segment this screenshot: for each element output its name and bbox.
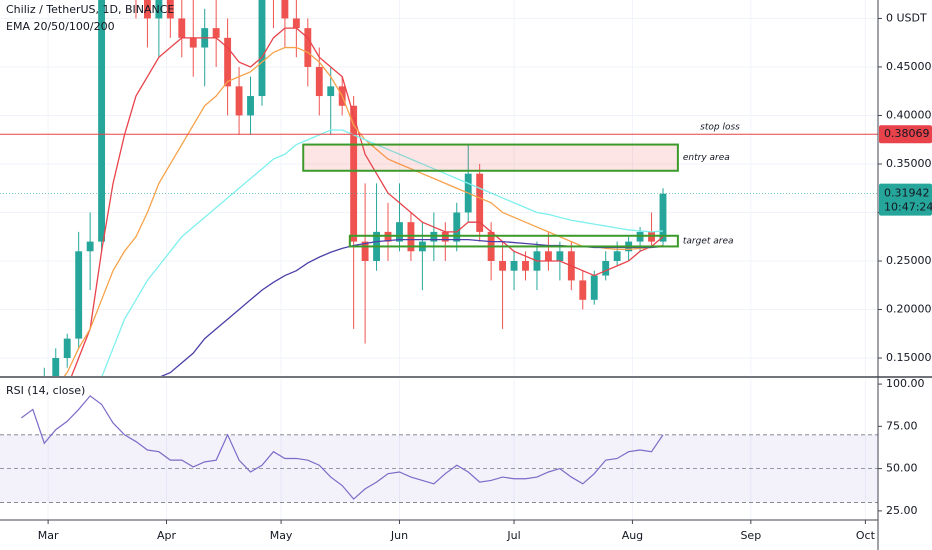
rsi-pane [0, 379, 878, 520]
y-tick-label: 0 USDT [886, 11, 927, 24]
ema-line [70, 27, 664, 376]
candle-body [544, 251, 552, 261]
candle-body [613, 251, 621, 261]
candle-body [247, 96, 254, 116]
candle-body [556, 251, 564, 261]
candle-body [453, 212, 461, 242]
last-price: 0.31942 [884, 187, 930, 200]
stop-loss-label: stop loss [700, 123, 740, 133]
candle-body [235, 86, 243, 116]
axes: Mar Apr May Jun Jul Aug Sep Oct 0.15000 0.20000 0.… [38, 11, 932, 542]
y-tick-label: 50.00 [886, 462, 918, 475]
x-tick-label: Jun [390, 529, 408, 542]
candle-body [350, 105, 358, 242]
candle-body [304, 28, 312, 67]
y-tick-label: 100.00 [886, 377, 925, 390]
indicator-legend: EMA 20/50/100/200 [6, 20, 115, 33]
y-tick-label: 0.40000 [886, 108, 932, 121]
y-tick-label: 0.25000 [886, 254, 932, 267]
zone [348, 234, 679, 248]
candle-body [224, 37, 232, 87]
stop-loss-price: 0.38069 [884, 127, 930, 140]
candle-body [166, 0, 174, 19]
x-tick-label: Aug [622, 529, 643, 542]
y-tick-label: 25.00 [886, 504, 918, 517]
rsi-line [21, 395, 664, 500]
candle-body [63, 338, 71, 359]
candle-body [143, 0, 151, 19]
y-tick-label: 0.15000 [886, 351, 932, 364]
candle-body [75, 251, 83, 339]
x-tick-label: May [270, 529, 293, 542]
candle-body [98, 0, 106, 242]
last-price-tag [879, 183, 932, 216]
x-tick-label: Apr [157, 529, 177, 542]
candle-body [86, 241, 94, 252]
candle-body [590, 275, 598, 300]
candle-body [258, 0, 266, 97]
y-tick-label: 0.35000 [886, 157, 932, 170]
candle-body [361, 241, 369, 261]
zone [302, 143, 679, 172]
candle-body [499, 260, 507, 271]
y-tick-label: 0.45000 [886, 60, 932, 73]
candle-body [52, 358, 60, 376]
ema-line [101, 129, 664, 376]
rsi-legend: RSI (14, close) [6, 384, 85, 397]
y-tick-label: 75.00 [886, 419, 918, 432]
symbol-title: Chiliz / TetherUS, 1D, BINANCE [6, 3, 174, 16]
candle-body [281, 0, 289, 19]
x-tick-label: Oct [856, 529, 876, 542]
candle-body [522, 260, 529, 271]
x-tick-label: Jul [506, 529, 520, 542]
candle-body [292, 18, 300, 29]
price-pane: entry area target area stop loss [0, 0, 878, 376]
candle-body [579, 280, 587, 300]
candle-body [476, 173, 484, 232]
candle-body [396, 222, 403, 242]
candle-body [602, 260, 610, 276]
candle-body [155, 0, 163, 19]
candle-body [510, 260, 518, 271]
candle-body [212, 28, 220, 38]
zone-label: entry area [683, 153, 730, 163]
countdown: 10:47:24 [884, 201, 932, 214]
stop-loss-tag [879, 125, 932, 144]
y-tick-label: 0.20000 [886, 303, 932, 316]
rsi-band [0, 434, 878, 503]
candle-body [659, 193, 667, 242]
candle-body [327, 86, 335, 97]
x-tick-label: Mar [38, 529, 59, 542]
candle-body [189, 37, 197, 48]
x-tick-label: Sep [740, 529, 761, 542]
candle-body [315, 66, 323, 97]
candle-body [178, 18, 186, 38]
zone-label: target area [683, 237, 734, 247]
